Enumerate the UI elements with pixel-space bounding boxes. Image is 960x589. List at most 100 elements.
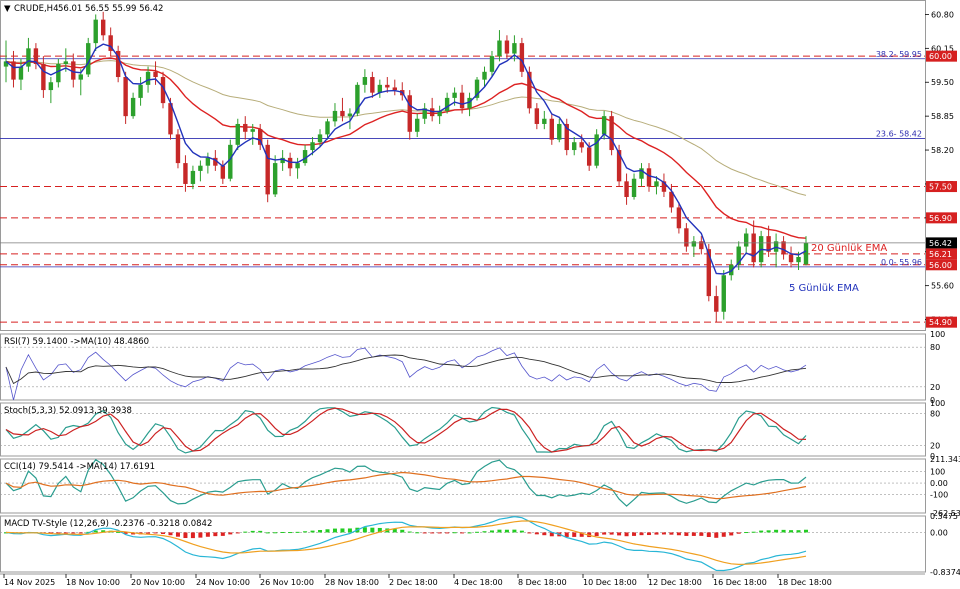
candle-body	[123, 77, 128, 117]
chart-header-arrow[interactable]: ▼	[4, 4, 11, 14]
macd-histogram-bar	[325, 529, 330, 533]
candle-body	[347, 113, 353, 117]
macd-histogram-bar	[504, 529, 509, 533]
indicator-line	[5, 347, 807, 401]
macd-histogram-bar	[377, 527, 382, 533]
indicator-tick-label: -100	[930, 490, 948, 499]
macd-histogram-bar	[661, 532, 666, 535]
time-tick-label: 14 Nov 2025	[4, 578, 55, 587]
candle-body	[213, 157, 218, 166]
macd-histogram-bar	[594, 532, 599, 537]
indicator-tick-label: 211.343	[930, 455, 960, 464]
price-panel-frame	[0, 0, 926, 331]
price-tick-label: 55.60	[931, 282, 954, 291]
candle-body	[631, 178, 637, 197]
candle-body	[56, 63, 61, 83]
macd-histogram-bar	[475, 531, 480, 533]
time-axis[interactable]: 14 Nov 2025 18 Nov 10:00 20 Nov 10:00 24 No…	[0, 573, 925, 587]
price-tick-label: 60.80	[931, 10, 954, 19]
time-tick-label: 24 Nov 10:00	[196, 578, 250, 587]
indicator-tick-label: 0	[930, 396, 935, 405]
candle-body	[325, 121, 330, 135]
level-tag	[926, 316, 957, 328]
candle-body	[3, 61, 9, 67]
candle-body	[138, 84, 143, 98]
ema5-line	[5, 43, 807, 275]
price-panel[interactable]: 38.2- 59.95 23.6- 58.42 0.0- 55.96 ▼ CRUDE…	[0, 0, 926, 331]
macd-histogram-bar	[362, 527, 367, 533]
macd-histogram-bar	[729, 532, 734, 536]
macd-histogram-bar	[534, 532, 539, 535]
candle-body	[130, 97, 136, 117]
candle-body	[796, 256, 801, 263]
indicator-label: RSI(7) 59.1400 ->MA(10) 48.4860	[4, 337, 149, 347]
macd-histogram-bar	[654, 532, 659, 535]
candle-body	[721, 275, 726, 312]
time-tick-label: 2 Dec 18:00	[389, 578, 438, 587]
indicator-panel: MACD TV-Style (12,26,9) -0.2376 -0.3218 …	[0, 512, 960, 577]
macd-histogram-bar	[228, 532, 233, 535]
candle-body	[26, 48, 31, 67]
candle-body	[18, 66, 24, 80]
indicator-tick-label: 0	[930, 452, 935, 461]
fib-label: 0.0- 55.96	[881, 258, 922, 267]
macd-histogram-bar	[512, 529, 517, 533]
macd-histogram-bar	[175, 532, 180, 537]
indicator-tick-label: 80	[930, 410, 940, 419]
time-tick-label: 8 Dec 18:00	[518, 578, 567, 587]
candle-body	[788, 254, 794, 263]
macd-histogram-bar	[774, 529, 779, 533]
candle-body	[86, 43, 91, 75]
candle-body	[11, 61, 16, 80]
candle-body	[115, 50, 121, 78]
time-tick-label: 20 Nov 10:00	[131, 578, 185, 587]
macd-histogram-bar	[123, 532, 128, 534]
macd-histogram-bar	[467, 532, 472, 534]
macd-histogram-bar	[422, 532, 427, 534]
indicator-panel: Stoch(5,3,3) 52.0913,39.3938 100 80 20 0	[0, 399, 945, 461]
candle-body	[78, 74, 83, 80]
candle-body	[362, 77, 368, 85]
candle-body	[624, 181, 629, 197]
macd-histogram-bar	[706, 532, 711, 537]
indicator-frame	[0, 402, 926, 457]
candle-body	[168, 103, 173, 135]
candle-body	[33, 48, 39, 64]
macd-histogram-bar	[340, 528, 345, 533]
candle-body	[258, 129, 263, 145]
indicator-label: CCI(14) 79.5414 ->MA(14) 17.6191	[4, 462, 155, 472]
candle-body	[108, 35, 113, 51]
macd-histogram-bar	[699, 532, 704, 536]
price-tick-label: 58.20	[931, 146, 954, 155]
macd-histogram-bar	[318, 530, 323, 533]
level-tag-label: 54.90	[929, 318, 952, 327]
candle-body	[542, 118, 547, 124]
horizontal-levels	[0, 55, 925, 323]
candle-body	[317, 134, 323, 143]
indicator-tick-label: 0.00	[930, 479, 948, 488]
macd-histogram-bar	[183, 532, 188, 539]
macd-histogram-bar	[684, 532, 689, 536]
level-tag-label: 56.00	[929, 261, 952, 270]
candle-body	[594, 134, 599, 166]
indicator-label: Stoch(5,3,3) 52.0913,39.3938	[4, 406, 132, 416]
level-tag-label: 57.50	[929, 183, 952, 192]
indicator-frame	[0, 458, 926, 514]
macd-histogram-bar	[549, 532, 554, 537]
macd-histogram-bar	[632, 532, 637, 536]
time-tick-label: 12 Dec 18:00	[648, 578, 702, 587]
macd-histogram-bar	[572, 532, 577, 537]
candle-body	[153, 71, 158, 78]
candle-body	[228, 144, 233, 179]
candle-body	[534, 108, 540, 124]
candle-body	[459, 92, 465, 109]
candle-body	[699, 241, 704, 250]
price-tick-label: 59.50	[931, 78, 954, 87]
macd-histogram-bar	[280, 531, 285, 533]
fib-label: 38.2- 59.95	[876, 50, 922, 59]
macd-histogram-bar	[639, 532, 644, 536]
candle-body	[527, 71, 532, 109]
candle-body	[736, 246, 741, 265]
indicator-line	[5, 471, 807, 500]
